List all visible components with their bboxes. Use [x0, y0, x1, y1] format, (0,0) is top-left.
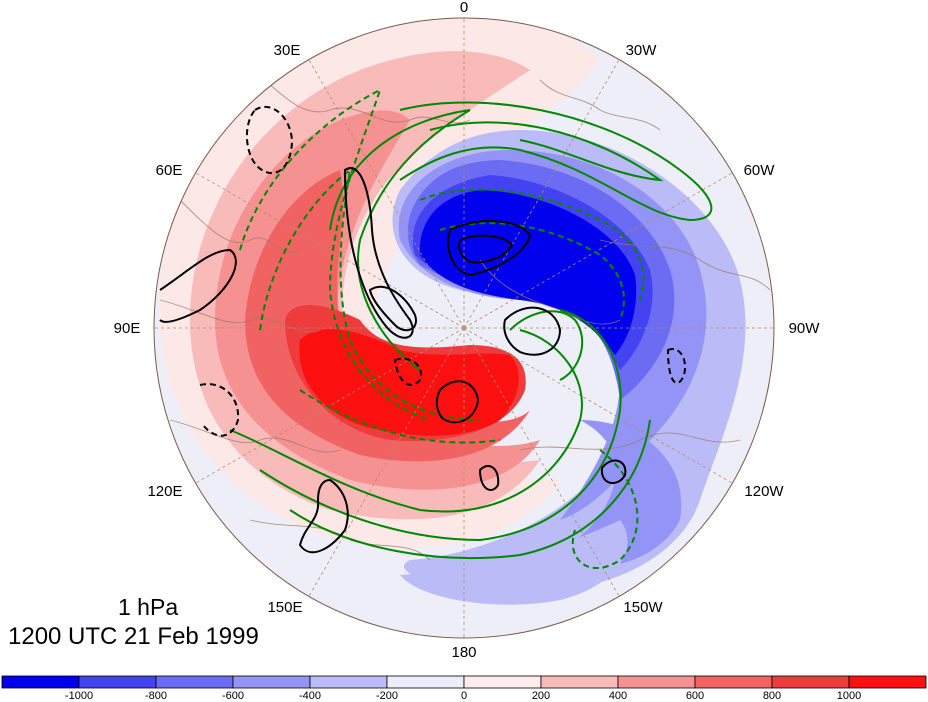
lon-label-90w: 90W: [789, 320, 821, 337]
lon-label-150w: 150W: [623, 599, 663, 616]
colorbar-tick-label: 400: [609, 690, 627, 702]
colorbar-swatch: [540, 675, 619, 689]
negative-region-1000: [419, 190, 637, 355]
colorbar-tick-label: 0: [461, 690, 467, 702]
black-contour-solid: [435, 380, 480, 424]
colorbar-swatch: [78, 675, 157, 689]
colorbar: -1000 -800 -600 -400 -200 0 200 400 600 800 1000: [1, 675, 927, 702]
colorbar-swatch: [463, 675, 542, 689]
black-contour-solid: [368, 285, 417, 332]
lon-label-0: 0: [460, 0, 468, 16]
colorbar-tick-label: 1000: [837, 690, 861, 702]
black-contour-solid: [457, 234, 514, 264]
colorbar-tick-label: -400: [299, 690, 321, 702]
colorbar-swatch: [386, 675, 465, 689]
black-contour-dashed: [245, 105, 294, 175]
green-contour-dashed: [439, 222, 625, 321]
level-label: 1 hPa: [118, 594, 179, 620]
lon-label-180: 180: [451, 644, 476, 661]
negative-tongue-outer: [400, 520, 628, 605]
black-contour-solid: [343, 167, 414, 339]
shaded-field: [154, 18, 774, 638]
colorbar-swatch: [694, 675, 773, 689]
black-contour-dashed: [199, 383, 240, 437]
colorbar-swatch: [771, 675, 850, 689]
colorbar-tick-label: -200: [376, 690, 398, 702]
colorbar-swatch: [848, 675, 927, 689]
green-contour-solid: [429, 121, 664, 182]
negative-tongue: [540, 420, 682, 568]
lon-label-60w: 60W: [744, 162, 776, 179]
lon-label-120w: 120W: [744, 483, 784, 500]
green-contour-solid: [399, 101, 713, 222]
black-contour-solid: [600, 459, 627, 484]
colorbar-swatch: [309, 675, 388, 689]
black-contour-solid: [159, 248, 237, 323]
lon-label-30w: 30W: [626, 42, 658, 59]
black-contour-solid: [478, 465, 500, 491]
time-label: 1200 UTC 21 Feb 1999: [8, 623, 259, 650]
green-contour-dashed: [299, 389, 501, 444]
colorbar-tick-label: -1000: [65, 690, 93, 702]
lon-label-30e: 30E: [274, 42, 301, 59]
colorbar-tick-label: 800: [763, 690, 781, 702]
lon-label-90e: 90E: [114, 320, 141, 337]
green-contour-solid: [329, 109, 471, 371]
green-contour-solid: [259, 309, 622, 542]
colorbar-tick-label: -800: [145, 690, 167, 702]
black-contour-dashed: [393, 357, 422, 386]
green-contour-solid: [229, 329, 583, 513]
positive-region-1000: [299, 329, 519, 436]
colorbar-swatch: [617, 675, 696, 689]
colorbar-swatch: [155, 675, 234, 689]
black-contour-solid: [298, 478, 349, 554]
green-contour-dashed: [419, 188, 645, 301]
lon-label-120e: 120E: [147, 483, 182, 500]
black-contours: [159, 105, 686, 554]
black-contour-solid: [447, 219, 532, 277]
black-contour-dashed: [666, 348, 686, 384]
lon-label-150e: 150E: [267, 599, 302, 616]
longitude-labels: 0 30W 60W 90W 120W 150W 180 150E 120E 90…: [114, 0, 821, 661]
colorbar-tick-label: 200: [532, 690, 550, 702]
colorbar-swatch: [1, 675, 80, 689]
green-contour-dashed: [259, 167, 481, 421]
lon-label-60e: 60E: [156, 162, 183, 179]
black-contour-solid: [503, 306, 562, 356]
map-boundary: [153, 17, 775, 639]
graticule: [154, 18, 774, 638]
colorbar-tick-label: 600: [686, 690, 704, 702]
green-contour-solid: [509, 310, 584, 381]
green-contour-dashed: [239, 88, 431, 421]
colorbar-swatch: [232, 675, 311, 689]
green-contours: [229, 88, 713, 570]
colorbar-tick-label: -600: [222, 690, 244, 702]
